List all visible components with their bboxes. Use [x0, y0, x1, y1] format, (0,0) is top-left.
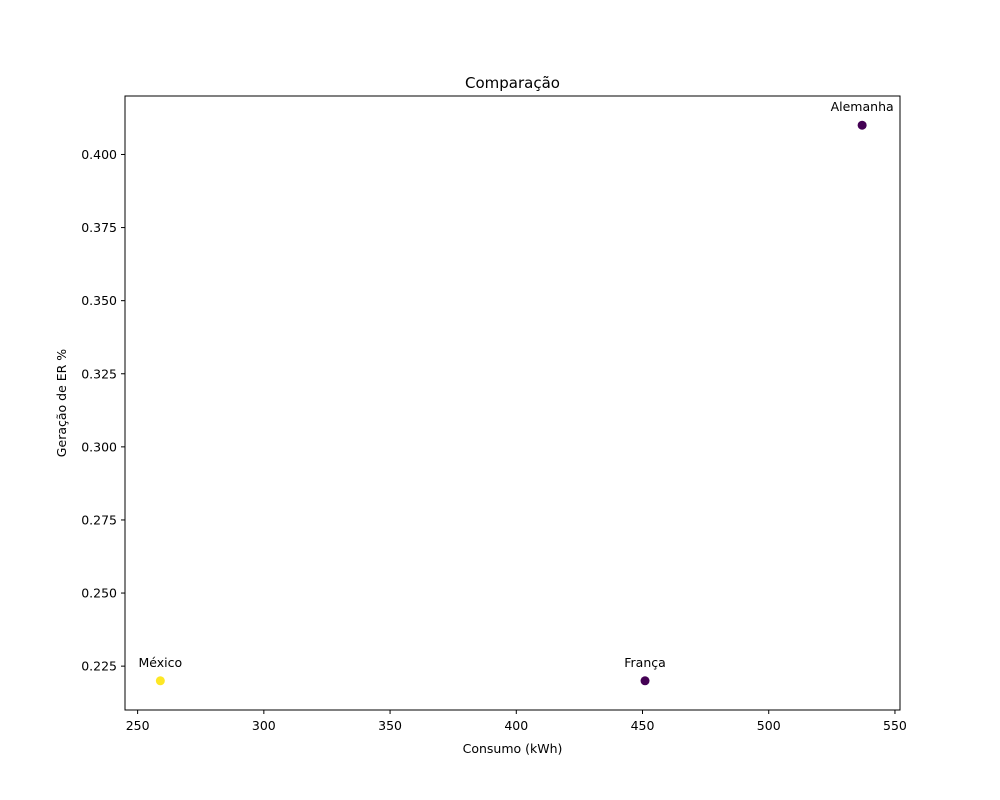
- x-tick-label: 350: [378, 718, 402, 733]
- y-axis: 0.225 0.250 0.275 0.300 0.325 0.350 0.375 0.400: [81, 147, 125, 674]
- point-label: Alemanha: [831, 99, 894, 114]
- x-axis: 250 300 350 400 450 500 550: [126, 710, 907, 733]
- data-points: México França Alemanha: [139, 99, 894, 686]
- data-point: [640, 676, 650, 686]
- x-tick-label: 250: [126, 718, 150, 733]
- point-label: México: [139, 655, 183, 670]
- x-tick-label: 500: [757, 718, 781, 733]
- x-tick-label: 400: [504, 718, 528, 733]
- y-tick-label: 0.325: [81, 366, 117, 381]
- data-point: [857, 120, 867, 130]
- x-tick-label: 450: [631, 718, 655, 733]
- x-axis-label: Consumo (kWh): [463, 741, 563, 756]
- y-tick-label: 0.275: [81, 512, 117, 527]
- x-tick-label: 300: [252, 718, 276, 733]
- chart-title: Comparação: [465, 74, 560, 92]
- plot-frame: [124, 95, 901, 711]
- x-tick-label: 550: [883, 718, 907, 733]
- y-tick-label: 0.375: [81, 220, 117, 235]
- y-tick-label: 0.225: [81, 659, 117, 674]
- point-label: França: [624, 655, 666, 670]
- y-tick-label: 0.250: [81, 586, 117, 601]
- y-tick-label: 0.400: [81, 147, 117, 162]
- y-tick-label: 0.300: [81, 439, 117, 454]
- y-axis-label: Geração de ER %: [54, 349, 69, 457]
- y-tick-label: 0.350: [81, 293, 117, 308]
- data-point: [155, 676, 165, 686]
